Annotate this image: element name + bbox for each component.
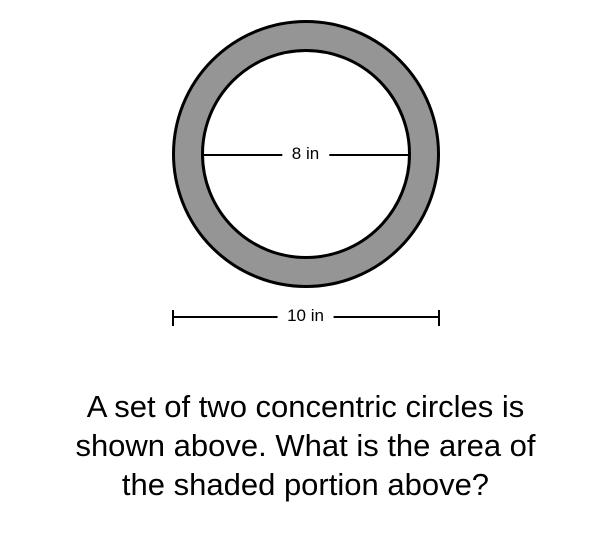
inner-circle: 8 in xyxy=(201,49,411,259)
inner-diameter-label: 8 in xyxy=(282,144,329,164)
question-line-3: the shaded portion above? xyxy=(122,467,489,502)
outer-circle: 8 in xyxy=(172,20,440,288)
question-line-1: A set of two concentric circles is xyxy=(87,389,525,424)
question-text: A set of two concentric circles is shown… xyxy=(57,388,553,504)
outer-measure-line: 10 in xyxy=(172,316,440,318)
measure-tick-right xyxy=(438,310,440,326)
outer-diameter-label: 10 in xyxy=(277,306,334,326)
diagram-container: 8 in 10 in xyxy=(166,20,446,380)
outer-diameter-measure: 10 in xyxy=(172,316,440,318)
measure-tick-left xyxy=(172,310,174,326)
question-line-2: shown above. What is the area of xyxy=(75,428,535,463)
